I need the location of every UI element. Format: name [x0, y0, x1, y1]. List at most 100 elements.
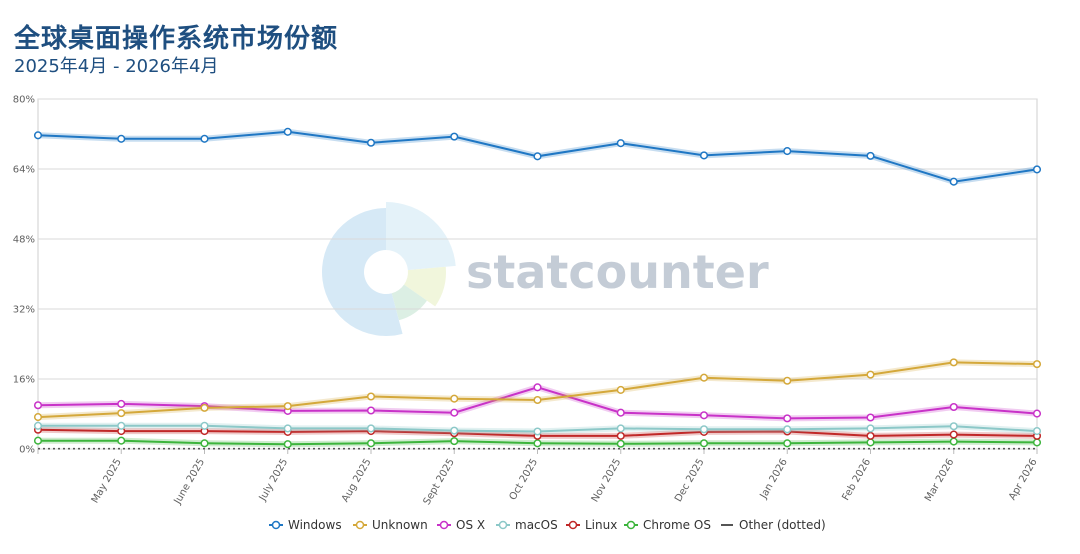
- x-tick-label: Aug 2025: [340, 457, 374, 504]
- data-point: [450, 132, 459, 141]
- legend-marker: [355, 520, 365, 530]
- legend-item[interactable]: Unknown: [353, 518, 428, 532]
- x-tick-label: Mar 2026: [923, 457, 956, 504]
- data-point: [949, 358, 958, 367]
- data-point: [783, 439, 792, 448]
- data-point: [866, 413, 875, 422]
- data-point: [1032, 165, 1042, 174]
- y-tick-label: 32%: [13, 305, 35, 316]
- legend-label: Unknown: [372, 518, 428, 532]
- data-point: [117, 436, 126, 445]
- data-point: [699, 373, 709, 382]
- legend-item[interactable]: Other (dotted): [721, 518, 826, 532]
- data-point: [783, 147, 792, 156]
- data-point: [366, 392, 376, 401]
- data-point: [33, 421, 43, 430]
- legend-marker: [626, 520, 636, 530]
- watermark-segment: [386, 202, 456, 271]
- watermark-segment: [321, 208, 403, 336]
- data-point: [450, 394, 459, 403]
- series-windows: [33, 127, 1042, 186]
- x-tick-label: July 2025: [257, 457, 290, 504]
- x-tick-label: Jan 2026: [758, 457, 790, 502]
- data-point: [533, 427, 542, 436]
- data-point: [200, 403, 209, 412]
- y-tick-label: 0%: [19, 445, 35, 456]
- data-point: [866, 151, 875, 160]
- series-unknown: [33, 358, 1042, 422]
- watermark-segment: [404, 266, 446, 307]
- legend-marker: [568, 520, 578, 530]
- data-point: [616, 431, 625, 440]
- watermark-text: statcounter: [466, 245, 769, 299]
- series-lines: [33, 127, 1042, 450]
- data-point: [117, 409, 126, 418]
- data-point: [616, 408, 625, 417]
- legend-label: OS X: [456, 518, 485, 532]
- data-point: [533, 439, 542, 448]
- series-linux: [33, 425, 1042, 440]
- data-point: [366, 424, 376, 433]
- legend-item[interactable]: Chrome OS: [624, 518, 711, 532]
- x-tick-label: Dec 2025: [673, 457, 707, 504]
- y-tick-label: 16%: [13, 375, 35, 386]
- data-point: [533, 152, 542, 161]
- legend-item[interactable]: Windows: [269, 518, 342, 532]
- chart-subtitle: 2025年4月 - 2026年4月: [14, 56, 219, 77]
- data-point: [616, 439, 625, 448]
- legend-item[interactable]: macOS: [496, 518, 558, 532]
- data-point: [283, 440, 292, 449]
- data-point: [699, 151, 709, 160]
- data-point: [783, 376, 792, 385]
- data-point: [616, 139, 625, 148]
- legend-marker: [439, 520, 449, 530]
- x-tick-label: Feb 2026: [840, 457, 873, 503]
- data-point: [33, 401, 43, 410]
- data-point: [783, 414, 792, 423]
- x-axis: May 2025 June 2025 July 2025 Aug 2025 Sept 2…: [37, 449, 1040, 507]
- series-macos: [33, 421, 1042, 436]
- watermark-segment: [391, 284, 427, 321]
- data-point: [949, 430, 958, 439]
- legend-item[interactable]: Linux: [566, 518, 617, 532]
- y-tick-label: 48%: [13, 235, 35, 246]
- data-point: [33, 436, 43, 445]
- chart-title: 全球桌面操作系统市场份额: [14, 24, 339, 54]
- data-point: [699, 411, 709, 420]
- data-point: [949, 437, 958, 446]
- legend-marker: [271, 520, 281, 530]
- series-chrome-os: [33, 436, 1042, 449]
- data-point: [1032, 438, 1042, 447]
- data-point: [366, 138, 376, 147]
- x-tick-label: Nov 2025: [590, 457, 624, 504]
- x-tick-label: Apr 2026: [1007, 457, 1039, 502]
- data-point: [533, 383, 542, 392]
- data-point: [616, 424, 625, 433]
- data-point: [949, 402, 958, 412]
- data-point: [450, 408, 459, 417]
- data-point: [283, 402, 292, 411]
- data-point: [1032, 427, 1042, 436]
- legend-label: Windows: [288, 518, 342, 532]
- legend-label: macOS: [515, 518, 558, 532]
- data-point: [117, 399, 126, 408]
- data-point: [699, 439, 709, 448]
- data-point: [533, 395, 542, 405]
- data-point: [866, 438, 875, 447]
- data-point: [1032, 409, 1042, 418]
- legend-item[interactable]: OS X: [437, 518, 485, 532]
- data-point: [866, 431, 875, 440]
- x-tick-label: June 2025: [172, 457, 207, 507]
- data-point: [366, 406, 376, 415]
- data-point: [450, 437, 459, 446]
- data-point: [866, 424, 875, 433]
- legend-label: Linux: [585, 518, 617, 532]
- y-tick-label: 80%: [13, 95, 35, 106]
- data-point: [949, 422, 958, 431]
- x-tick-label: Sept 2025: [422, 457, 457, 507]
- x-tick-label: Oct 2025: [508, 457, 540, 502]
- data-point: [117, 134, 126, 143]
- data-point: [450, 426, 459, 435]
- data-point: [283, 424, 292, 433]
